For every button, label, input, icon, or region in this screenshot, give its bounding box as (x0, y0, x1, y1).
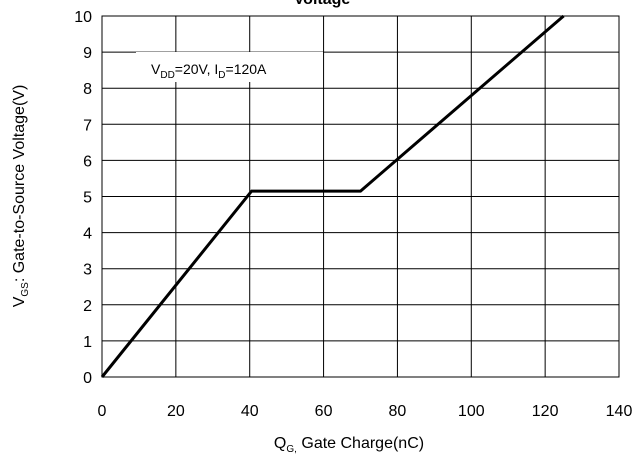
y-tick-label-0: 0 (83, 370, 92, 387)
series-line (100, 14, 565, 378)
x-tick-label-0: 0 (98, 403, 107, 420)
annotation-text: VDD=20V, ID=120A (151, 61, 267, 81)
y-tick-label-8: 8 (83, 81, 92, 98)
plot-frame (101, 15, 620, 378)
y-tick-label-9: 9 (83, 45, 92, 62)
y-tick-label-7: 7 (83, 117, 92, 134)
x-tick-label-7: 140 (606, 403, 633, 420)
y-axis-label: VGS: Gate-to-Source Voltage(V) (11, 85, 31, 308)
y-tick-labels: 0 1 2 3 4 5 6 7 8 9 10 (74, 9, 92, 387)
y-tick-label-1: 1 (83, 334, 92, 351)
annotation-box (136, 52, 323, 82)
x-axis-label: QG, Gate Charge(nC) (274, 435, 424, 455)
x-tick-label-4: 80 (389, 403, 407, 420)
y-tick-label-5: 5 (83, 190, 92, 207)
x-tick-label-2: 40 (241, 403, 259, 420)
y-tick-label-3: 3 (83, 262, 92, 279)
chart-title: Voltage (294, 0, 351, 8)
x-tick-label-5: 100 (458, 403, 485, 420)
x-tick-label-1: 20 (167, 403, 185, 420)
x-tick-label-3: 60 (315, 403, 333, 420)
y-tick-label-2: 2 (83, 298, 92, 315)
x-tick-labels: 0 20 40 60 80 100 120 140 (98, 403, 633, 420)
y-tick-label-4: 4 (83, 226, 92, 243)
y-tick-label-10: 10 (74, 9, 92, 26)
x-tick-label-6: 120 (532, 403, 559, 420)
y-tick-label-6: 6 (83, 153, 92, 170)
